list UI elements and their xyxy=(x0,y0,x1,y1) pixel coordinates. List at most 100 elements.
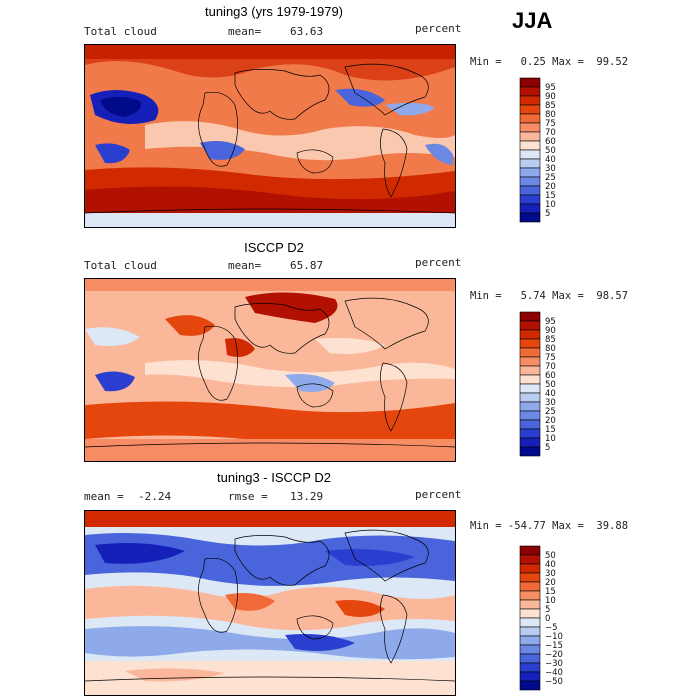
colorbar-tick-label: 80 xyxy=(545,110,556,120)
panel2-stat-label: mean= xyxy=(228,259,262,272)
colorbar-swatch xyxy=(519,131,541,142)
season-label: JJA xyxy=(512,8,553,33)
colorbar-tick-label: 20 xyxy=(545,416,556,426)
colorbar-swatch xyxy=(519,113,541,124)
colorbar-tick-label: 5 xyxy=(545,605,550,615)
colorbar-swatch xyxy=(519,158,541,169)
colorbar-tick-label: −40 xyxy=(545,668,563,678)
colorbar-tick-label: 40 xyxy=(545,389,556,399)
colorbar-swatch xyxy=(519,140,541,151)
colorbar-swatch xyxy=(519,356,541,367)
colorbar-tick-label: 30 xyxy=(545,398,556,408)
panel1-title: tuning3 (yrs 1979-1979) xyxy=(204,4,344,19)
panel3-units: percent xyxy=(415,488,462,501)
colorbar-tick-label: −20 xyxy=(545,650,563,660)
colorbar-swatch xyxy=(519,446,541,457)
colorbar-swatch xyxy=(519,104,541,115)
colorbar-tick-label: 90 xyxy=(545,326,556,336)
panel3-mean-label: mean = xyxy=(84,490,124,503)
colorbar-tick-label: −5 xyxy=(545,623,558,633)
panel3-map xyxy=(84,510,456,696)
colorbar-tick-label: 60 xyxy=(545,371,556,381)
colorbar-tick-label: 50 xyxy=(545,380,556,390)
panel1-colorbar: 95 90 85 80 75 70 60 50 40 30 25 20 15 10 5 xyxy=(519,77,580,228)
panel2-map-svg xyxy=(85,279,455,461)
colorbar-tick-label: −15 xyxy=(545,641,563,651)
colorbar-swatch xyxy=(519,671,541,682)
colorbar-swatch xyxy=(519,167,541,178)
colorbar-swatch xyxy=(519,320,541,331)
panel3-stat-value: 13.29 xyxy=(290,490,324,503)
colorbar-swatch xyxy=(519,554,541,565)
colorbar-swatch xyxy=(519,338,541,349)
colorbar-swatch xyxy=(519,176,541,187)
panel2-colorbar: 95 90 85 80 75 70 60 50 40 30 25 20 15 10 5 xyxy=(519,311,580,462)
panel1-units: percent xyxy=(415,22,462,35)
colorbar-swatch xyxy=(519,626,541,637)
colorbar-tick-label: 50 xyxy=(545,146,556,156)
colorbar-tick-label: 95 xyxy=(545,83,556,93)
colorbar-tick-label: 0 xyxy=(545,614,550,624)
colorbar-tick-label: −30 xyxy=(545,659,563,669)
colorbar-swatch xyxy=(519,428,541,439)
colorbar-tick-label: 10 xyxy=(545,434,556,444)
colorbar-swatch xyxy=(519,149,541,160)
colorbar-swatch xyxy=(519,572,541,583)
panel3-map-svg xyxy=(85,511,455,695)
colorbar-swatch xyxy=(519,95,541,106)
colorbar-tick-label: −50 xyxy=(545,677,563,687)
panel1-stat-value: 63.63 xyxy=(290,25,324,38)
colorbar-swatch xyxy=(519,545,541,556)
colorbar-tick-label: 95 xyxy=(545,317,556,327)
colorbar-tick-label: 90 xyxy=(545,92,556,102)
colorbar-tick-label: −10 xyxy=(545,632,563,642)
colorbar-tick-label: 10 xyxy=(545,200,556,210)
colorbar-tick-label: 5 xyxy=(545,209,550,219)
colorbar-tick-label: 25 xyxy=(545,407,556,417)
colorbar-swatch xyxy=(519,383,541,394)
colorbar-tick-label: 5 xyxy=(545,443,550,453)
colorbar-swatch xyxy=(519,590,541,601)
colorbar-swatch xyxy=(519,437,541,448)
colorbar-swatch xyxy=(519,419,541,430)
panel2-stat-value: 65.87 xyxy=(290,259,324,272)
colorbar-tick-label: 40 xyxy=(545,560,556,570)
colorbar-swatch xyxy=(519,365,541,376)
colorbar-swatch xyxy=(519,311,541,322)
colorbar-swatch xyxy=(519,329,541,340)
colorbar-tick-label: 75 xyxy=(545,353,556,363)
panel2-variable: Total cloud xyxy=(84,259,157,272)
colorbar-swatch xyxy=(519,644,541,655)
colorbar-tick-label: 15 xyxy=(545,191,556,201)
colorbar-tick-label: 25 xyxy=(545,173,556,183)
panel3-stat-label: rmse = xyxy=(228,490,268,503)
colorbar-tick-label: 70 xyxy=(545,128,556,138)
colorbar-tick-label: 30 xyxy=(545,164,556,174)
panel2-map xyxy=(84,278,456,462)
colorbar-swatch xyxy=(519,662,541,673)
panel2-range: Min = 5.74 Max = 98.57 xyxy=(470,290,629,302)
panel3-colorbar: 50 40 30 20 15 10 5 0 −5 −10 −15 −20 −30 −40 −50 xyxy=(519,545,580,696)
colorbar-swatch xyxy=(519,203,541,214)
colorbar-swatch xyxy=(519,347,541,358)
panel2-title: ISCCP D2 xyxy=(244,240,304,255)
panel2-units: percent xyxy=(415,256,462,269)
colorbar-swatch xyxy=(519,185,541,196)
colorbar-swatch xyxy=(519,653,541,664)
panel3-title: tuning3 - ISCCP D2 xyxy=(217,470,331,485)
colorbar-swatch xyxy=(519,680,541,691)
colorbar-swatch xyxy=(519,635,541,646)
colorbar-swatch xyxy=(519,617,541,628)
colorbar-tick-label: 40 xyxy=(545,155,556,165)
colorbar-swatch xyxy=(519,77,541,88)
panel1-map xyxy=(84,44,456,228)
colorbar-swatch xyxy=(519,374,541,385)
colorbar-tick-label: 75 xyxy=(545,119,556,129)
colorbar-swatch xyxy=(519,410,541,421)
colorbar-tick-label: 80 xyxy=(545,344,556,354)
colorbar-tick-label: 30 xyxy=(545,569,556,579)
panel1-range: Min = 0.25 Max = 99.52 xyxy=(470,56,629,68)
